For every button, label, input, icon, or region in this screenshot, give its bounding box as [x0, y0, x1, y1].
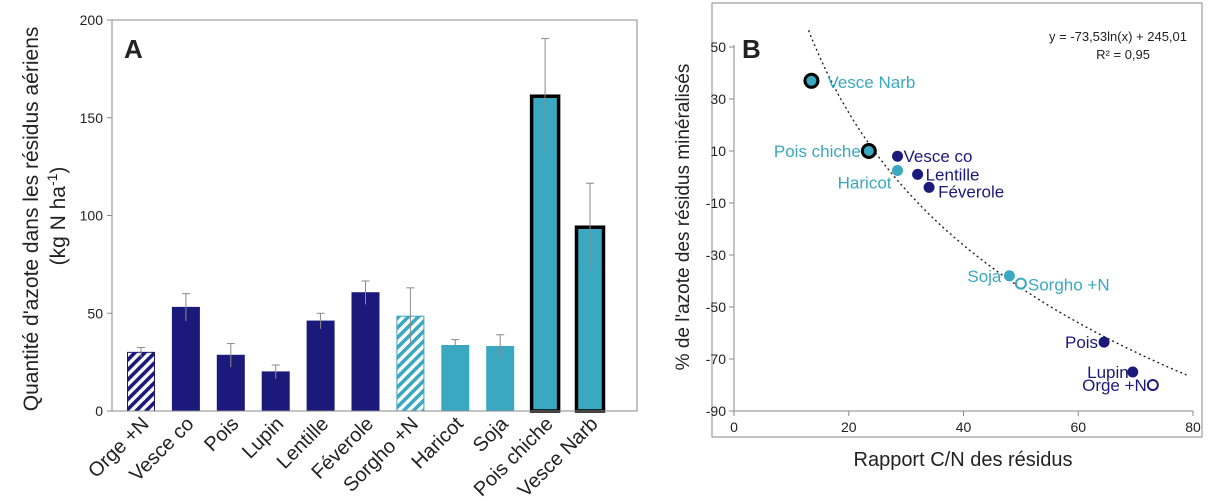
x-tick-label: 60	[1070, 419, 1086, 435]
data-point-label: Pois	[1065, 333, 1098, 352]
x-tick-label: 0	[730, 419, 738, 435]
data-point	[912, 168, 924, 180]
data-point-label: Vesce co	[904, 147, 973, 166]
x-category-label: Haricot	[407, 413, 468, 474]
r-squared-label: R² = 0,95	[1096, 47, 1150, 62]
data-point	[1014, 277, 1027, 290]
data-point	[1127, 366, 1139, 378]
data-point	[1146, 379, 1159, 391]
bar	[127, 351, 155, 412]
y-tick-label: 10	[710, 143, 726, 159]
data-point-label: Orge +N	[1082, 376, 1147, 395]
bar	[171, 306, 200, 412]
data-point-label: Féverole	[938, 182, 1004, 201]
bar	[441, 345, 470, 412]
y-tick-label: 30	[710, 91, 726, 107]
panel-b-x-axis-label: Rapport C/N des résidus	[854, 449, 1073, 471]
x-category-label: Pois	[200, 413, 243, 456]
x-tick-label: 20	[841, 419, 857, 435]
y-axis-label-line2: (kg N ha	[47, 186, 70, 266]
data-point	[860, 143, 877, 159]
data-point-label: Lupin	[1087, 363, 1129, 382]
data-point-label: Soja	[967, 267, 1002, 286]
data-point	[1003, 270, 1015, 282]
bar	[306, 320, 335, 412]
data-point-label: Lentille	[926, 165, 980, 184]
equation-label: y = -73,53ln(x) + 245,01	[1049, 29, 1187, 44]
y-tick-label: -10	[706, 195, 726, 211]
panel-b-label: B	[742, 34, 761, 64]
y-tick-label: -70	[706, 351, 726, 367]
y-axis-label-line1: Quantité d'azote dans les résidus aérien…	[20, 27, 43, 412]
y-tick-label: 100	[80, 208, 104, 224]
data-point-label: Sorgho +N	[1028, 276, 1110, 295]
data-point	[892, 165, 904, 176]
x-tick-label: 40	[956, 419, 972, 435]
panel-a-label: A	[124, 34, 143, 64]
x-tick-label: 80	[1185, 419, 1201, 435]
y-tick-label: 150	[80, 110, 104, 126]
panel-b-y-axis-label: % de l'azote des résidus minéralisés	[673, 64, 694, 371]
y-tick-label: 50	[87, 305, 103, 321]
y-axis-label-superscript: -1	[44, 173, 60, 186]
data-point	[923, 181, 935, 193]
data-point-label: Haricot	[838, 174, 892, 193]
data-point	[803, 72, 820, 89]
y-tick-label: -90	[706, 403, 726, 419]
y-tick-label: 0	[95, 403, 103, 419]
panel-b-frame	[711, 2, 1203, 438]
data-point-label: Vesce Narb	[827, 73, 915, 92]
y-tick-label: -50	[706, 299, 726, 315]
data-point	[892, 150, 904, 162]
y-tick-label: -30	[706, 247, 726, 263]
panel-a-y-axis-label: Quantité d'azote dans les résidus aérien…	[20, 21, 70, 411]
panel-b: B % de l'azote des résidus minéralisés R…	[673, 2, 1203, 471]
panel-a: A Quantité d'azote dans les résidus aéri…	[20, 12, 638, 502]
y-tick-label: 200	[80, 12, 104, 28]
data-point	[1098, 336, 1110, 348]
y-tick-label: 50	[710, 39, 726, 55]
bar	[351, 292, 380, 412]
data-point-label: Pois chiche	[774, 142, 861, 161]
trend-line	[807, 30, 1188, 376]
y-axis-label-close: )	[47, 167, 70, 174]
